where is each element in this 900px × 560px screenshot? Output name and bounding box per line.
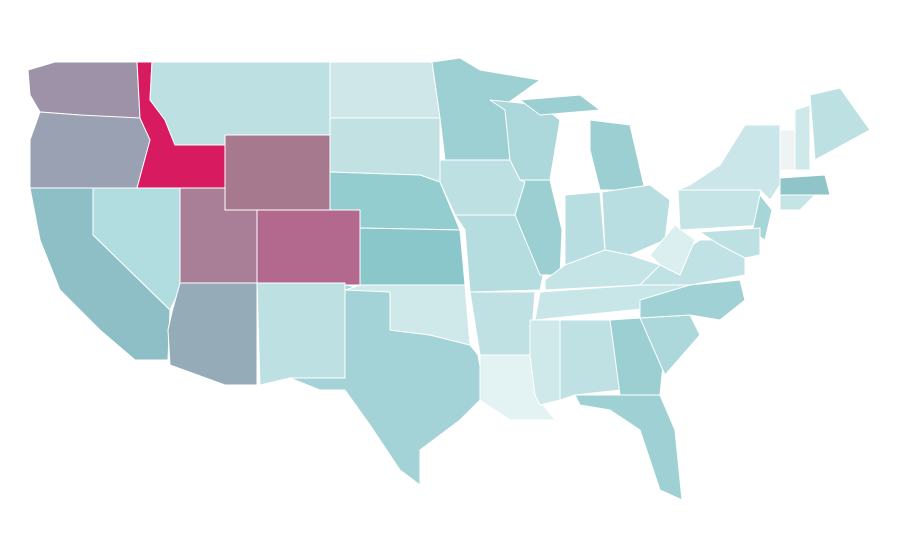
region [574,394,683,501]
region [329,61,441,119]
region [439,159,526,216]
region [649,224,696,276]
region [27,61,141,119]
region [589,119,646,191]
region [29,187,171,361]
region [529,319,561,406]
region [699,227,761,259]
region [677,124,781,201]
region [639,279,746,321]
region [149,61,331,146]
region [779,174,831,196]
region [359,227,466,286]
region [779,194,816,211]
region [519,94,601,116]
region [344,284,471,346]
region [809,87,871,161]
region [224,134,331,211]
region [639,239,746,286]
region [779,129,796,171]
region [559,319,621,401]
region [544,249,661,291]
region [256,282,346,386]
region [677,189,766,231]
region [256,209,361,286]
region [469,291,536,356]
region [514,179,563,276]
region [167,282,258,386]
region [29,111,151,189]
region [794,104,811,171]
